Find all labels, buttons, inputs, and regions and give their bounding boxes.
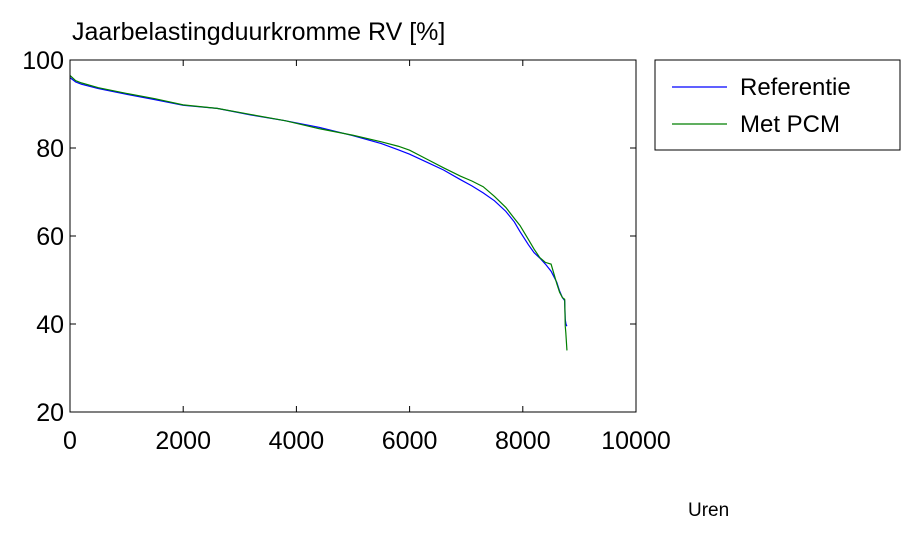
x-tick-label: 4000 bbox=[269, 427, 325, 455]
y-axis: 20 40 60 80 100 bbox=[22, 47, 636, 427]
x-tick-label: 0 bbox=[63, 427, 77, 455]
plot-lines bbox=[69, 74, 568, 351]
series-line-met-pcm bbox=[69, 74, 568, 351]
x-axis: 0 2000 4000 6000 8000 10000 bbox=[63, 60, 671, 455]
y-tick-label: 20 bbox=[36, 399, 64, 427]
legend-label-met-pcm: Met PCM bbox=[740, 111, 840, 138]
legend-box bbox=[654, 59, 901, 151]
x-axis-label: Uren bbox=[688, 500, 729, 521]
y-tick-label: 100 bbox=[22, 47, 64, 75]
y-tick-label: 80 bbox=[36, 135, 64, 163]
series-line-referentie bbox=[69, 77, 568, 327]
x-tick-label: 2000 bbox=[155, 427, 211, 455]
y-tick-label: 40 bbox=[36, 311, 64, 339]
chart-title: Jaarbelastingduurkromme RV [%] bbox=[72, 18, 445, 46]
plot-frame bbox=[69, 59, 637, 413]
x-tick-label: 8000 bbox=[495, 427, 551, 455]
x-tick-label: 6000 bbox=[382, 427, 438, 455]
legend-label-referentie: Referentie bbox=[740, 74, 851, 101]
x-tick-label: 10000 bbox=[601, 427, 671, 455]
y-tick-label: 60 bbox=[36, 223, 64, 251]
legend: Referentie Met PCM bbox=[654, 59, 901, 151]
